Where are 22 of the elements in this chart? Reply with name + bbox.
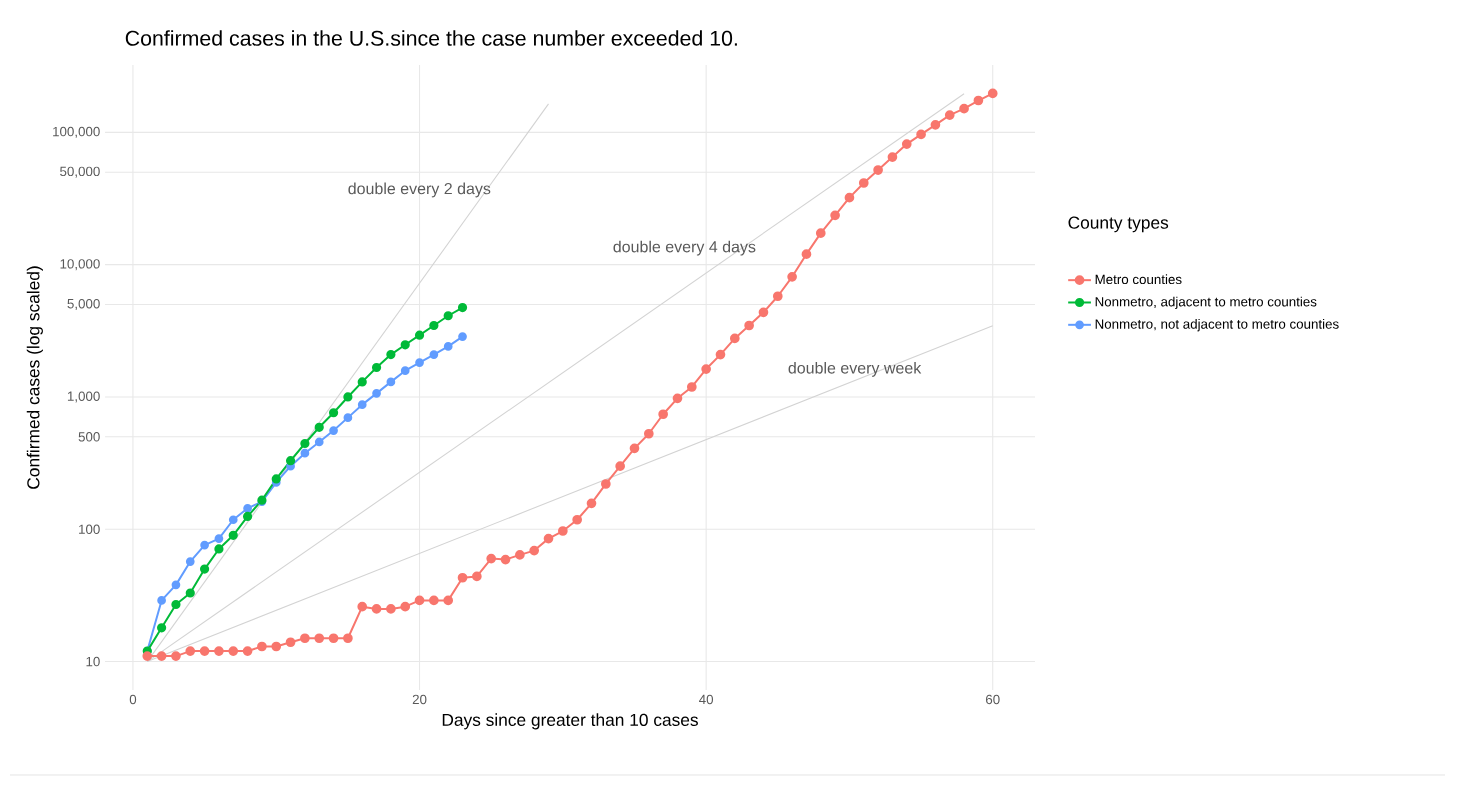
y-tick-label: 1,000 bbox=[67, 391, 100, 403]
annotation: double every 2 days bbox=[348, 182, 491, 198]
legend-label: Metro counties bbox=[1095, 274, 1182, 285]
y-tick-label: 50,000 bbox=[60, 166, 100, 178]
y-tick-label: 100,000 bbox=[53, 126, 100, 138]
legend-title: County types bbox=[1068, 216, 1169, 233]
y-tick-label: 500 bbox=[78, 432, 100, 442]
y-tick-label: 10 bbox=[86, 656, 100, 667]
chart-title: Confirmed cases in the U.S.since the case number exceeded 10. bbox=[125, 30, 737, 46]
y-tick-label: 5,000 bbox=[67, 298, 100, 310]
x-tick-label: 60 bbox=[985, 694, 1000, 705]
x-tick-label: 0 bbox=[129, 694, 137, 705]
x-axis-title: Days since greater than 10 cases bbox=[442, 713, 698, 730]
x-tick-label: 20 bbox=[412, 694, 427, 705]
annotation: double every 4 days bbox=[613, 240, 756, 256]
y-tick-label: 10,000 bbox=[60, 259, 100, 271]
legend-label: Nonmetro, adjacent to metro counties bbox=[1095, 296, 1317, 310]
legend-label: Nonmetro, not adjacent to metro counties bbox=[1095, 318, 1339, 332]
y-tick-label: 100 bbox=[79, 524, 100, 534]
y-axis-title: Confirmed cases (log scaled) bbox=[26, 266, 43, 489]
x-tick-label: 40 bbox=[699, 694, 714, 705]
annotation: double every week bbox=[788, 361, 922, 377]
